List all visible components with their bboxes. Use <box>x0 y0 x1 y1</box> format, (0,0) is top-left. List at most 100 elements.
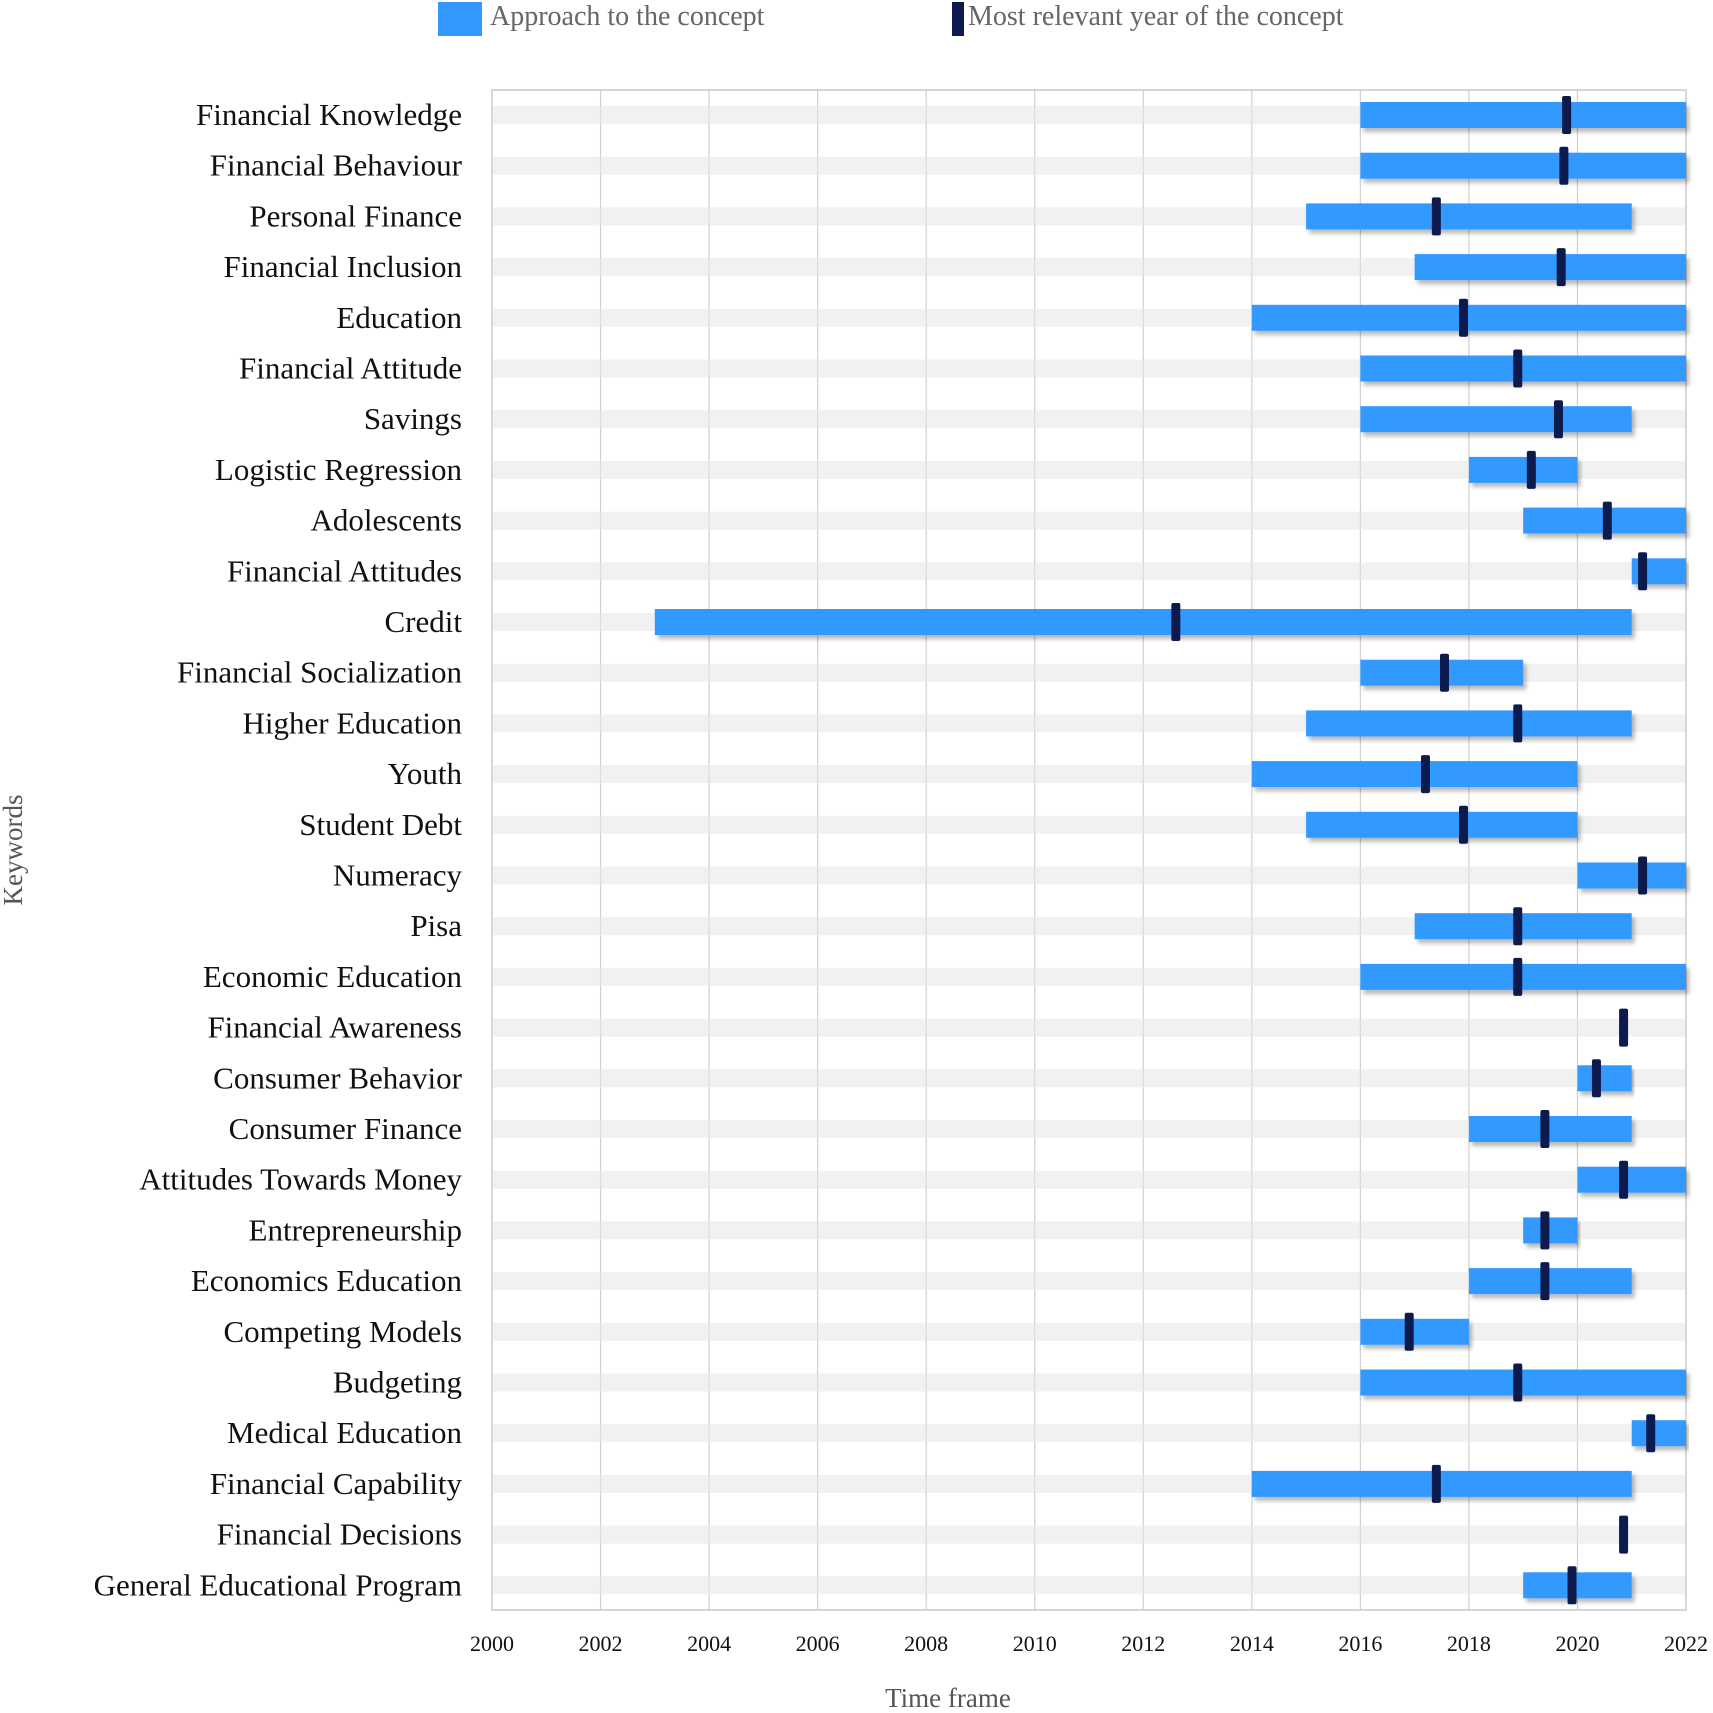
row-guide <box>493 562 1685 581</box>
row-guide <box>493 1322 1685 1341</box>
x-tick-label-2006: 2006 <box>796 1631 840 1656</box>
range-bar <box>1306 203 1632 230</box>
keyword-label: Financial Knowledge <box>196 97 462 132</box>
keyword-label: Financial Socialization <box>177 655 462 690</box>
row-guide <box>493 1221 1685 1240</box>
keyword-label: Education <box>336 300 462 335</box>
peak-marker <box>1567 1566 1577 1605</box>
peak-marker <box>1619 1160 1629 1199</box>
keyword-label: Medical Education <box>227 1415 462 1450</box>
peak-marker <box>1431 1464 1441 1503</box>
peak-marker <box>1540 1211 1550 1250</box>
keyword-label: Financial Attitude <box>239 351 462 386</box>
keyword-label: Financial Attitudes <box>227 553 462 588</box>
grid-lines <box>491 90 1687 1610</box>
range-bar <box>1360 102 1686 128</box>
peak-marker <box>1553 400 1563 439</box>
peak-marker <box>1513 349 1523 388</box>
keyword-label: Youth <box>388 756 463 791</box>
range-bar <box>1251 304 1686 331</box>
x-tick-label-2012: 2012 <box>1121 1631 1165 1656</box>
row-guide <box>493 1018 1685 1037</box>
peak-marker <box>1439 653 1449 692</box>
peak-marker <box>1513 957 1523 996</box>
keyword-label: Personal Finance <box>249 198 462 233</box>
keyword-label: Entrepreneurship <box>249 1212 462 1247</box>
keyword-label: Adolescents <box>310 503 462 538</box>
peak-marker <box>1646 1414 1656 1453</box>
keyword-label: Attitudes Towards Money <box>139 1162 462 1197</box>
x-tick-label-2016: 2016 <box>1338 1631 1382 1656</box>
range-bar <box>1360 963 1686 990</box>
keyword-label: Credit <box>385 604 463 639</box>
range-bar <box>1468 456 1578 483</box>
peak-marker <box>1619 1008 1629 1047</box>
range-bar <box>1577 1166 1686 1193</box>
row-guide <box>493 1170 1685 1189</box>
peak-marker <box>1562 96 1572 134</box>
keyword-label: Budgeting <box>333 1365 462 1400</box>
range-bar <box>1577 862 1686 889</box>
row-guide <box>493 1525 1685 1544</box>
legend-label-most-relevant-year: Most relevant year of the concept <box>968 1 1344 32</box>
keyword-label: Financial Behaviour <box>210 148 463 183</box>
x-tick-label-2014: 2014 <box>1230 1631 1274 1656</box>
peak-marker <box>1513 907 1523 946</box>
range-bar <box>1468 1116 1632 1142</box>
x-tick-label-2022: 2022 <box>1664 1631 1708 1656</box>
range-bar <box>1523 1217 1578 1244</box>
x-tick-label-2008: 2008 <box>904 1631 948 1656</box>
peak-marker <box>1638 856 1648 895</box>
peak-marker <box>1404 1312 1414 1351</box>
x-tick-label-2000: 2000 <box>470 1631 514 1656</box>
range-bar <box>1631 1420 1686 1447</box>
row-guide <box>493 1576 1685 1595</box>
keyword-label: Numeracy <box>333 858 463 893</box>
range-bars <box>493 102 1686 1599</box>
range-bar <box>1414 254 1686 281</box>
keyword-label: Financial Capability <box>210 1466 463 1501</box>
x-axis-title: Time frame <box>885 1683 1011 1713</box>
peak-marker <box>1458 805 1468 844</box>
keyword-label: Savings <box>364 401 462 436</box>
peak-marker <box>1513 704 1523 743</box>
keyword-label: Competing Models <box>223 1314 462 1349</box>
keyword-label: General Educational Program <box>94 1567 462 1602</box>
x-tick-label-2002: 2002 <box>579 1631 623 1656</box>
peak-marker <box>1171 603 1181 641</box>
legend-swatch-approach <box>438 2 482 36</box>
peak-marker <box>1556 248 1566 287</box>
range-bar <box>1251 1470 1632 1497</box>
keyword-label: Economic Education <box>203 959 463 994</box>
range-bar <box>1306 710 1632 737</box>
range-bar <box>1360 1318 1469 1345</box>
legend: Approach to the concept Most relevant ye… <box>438 1 1344 36</box>
range-bar <box>1468 1268 1632 1295</box>
x-tick-label-2018: 2018 <box>1447 1631 1491 1656</box>
keyword-labels: Financial Knowledge Financial Behaviour Pe… <box>94 97 463 1602</box>
peak-markers <box>1171 96 1656 1605</box>
range-bar <box>1360 406 1632 433</box>
range-bar <box>1414 913 1632 940</box>
row-guide <box>493 258 1685 277</box>
keyword-label: Logistic Regression <box>215 452 463 487</box>
plot-area <box>491 89 1687 1611</box>
peak-marker <box>1458 298 1468 337</box>
peak-marker <box>1540 1262 1550 1301</box>
row-guide <box>493 917 1685 936</box>
range-bar <box>654 609 1632 635</box>
legend-swatch-most-relevant-year <box>952 2 964 36</box>
peak-marker <box>1591 1059 1601 1098</box>
row-guide <box>493 1424 1685 1443</box>
peak-marker <box>1431 197 1441 236</box>
keyword-label: Financial Awareness <box>207 1010 462 1045</box>
range-bar <box>1251 761 1578 788</box>
range-bar <box>1577 1065 1632 1092</box>
range-bar <box>1360 152 1686 179</box>
keyword-label: Consumer Behavior <box>213 1060 462 1095</box>
range-bar <box>1360 1369 1686 1396</box>
keyword-label: Economics Education <box>191 1263 463 1298</box>
keyword-label: Higher Education <box>242 705 462 740</box>
peak-marker <box>1540 1110 1550 1148</box>
